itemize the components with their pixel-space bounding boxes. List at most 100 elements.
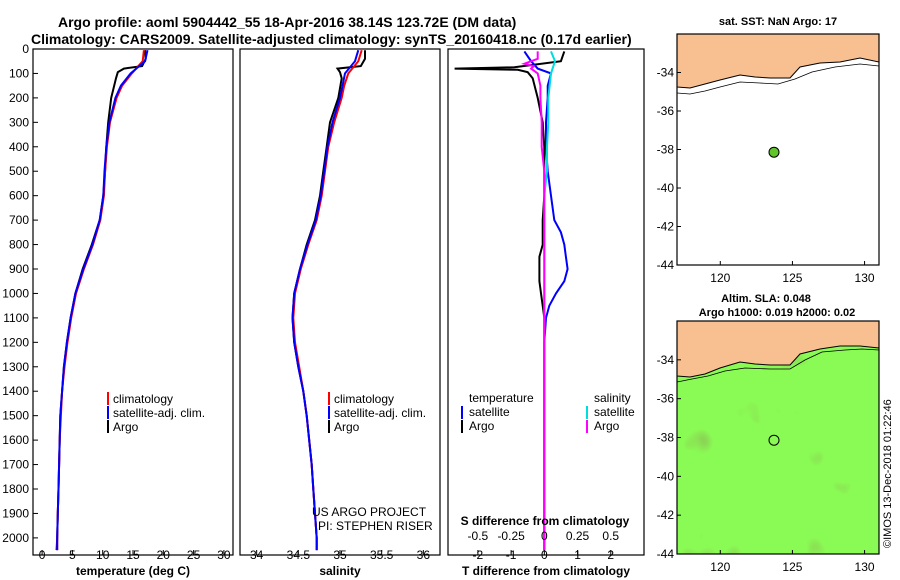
figure-title-line1: Argo profile: aoml 5904442_55 18-Apr-201… xyxy=(58,14,516,30)
x-tick-label: 36 xyxy=(417,548,431,562)
legend-t-argo: Argo xyxy=(469,419,495,433)
map-x-tick-label: 125 xyxy=(782,271,802,285)
y-tick-label: 1300 xyxy=(2,360,29,374)
legend-t-satellite: satellite xyxy=(469,405,510,419)
temperature-legend: climatology satellite-adj. clim. Argo xyxy=(107,392,205,434)
map-y-tick-label: -40 xyxy=(657,181,675,195)
x-tick-label: 10 xyxy=(96,548,110,562)
y-tick-label: 400 xyxy=(9,140,29,154)
x-tick-label: 35 xyxy=(333,548,347,562)
salinity-xlabel: salinity xyxy=(319,564,361,578)
x-tick-label: 34 xyxy=(250,548,264,562)
legend-s-argo: Argo xyxy=(594,419,620,433)
s-difference-label: S difference from climatology xyxy=(461,514,630,528)
salinity-panel: 34 34.5 35 35.5 36 salinity climatology sate… xyxy=(239,48,441,578)
y-tick-label: 1500 xyxy=(2,409,29,423)
series-climatology xyxy=(292,49,363,551)
altimetry-map-float-marker xyxy=(768,434,780,446)
y-tick-label: 1400 xyxy=(2,384,29,398)
s-tick-label: -0.5 xyxy=(468,529,489,543)
difference-panel: -2 -1 0 1 2 -0.5 -0.25 0 0.25 0.5 S difference f… xyxy=(447,48,645,578)
altimetry-map-title: Altim. SLA: 0.048 xyxy=(721,293,811,305)
legend-s-satellite: satellite xyxy=(594,405,635,419)
x-tick-label: 0 xyxy=(541,548,548,562)
series-t-satellite xyxy=(523,50,569,551)
map-y-tick-label: -44 xyxy=(657,258,675,272)
s-tick-label: 0 xyxy=(541,529,548,543)
x-tick-label: -2 xyxy=(473,548,484,562)
series-argo xyxy=(55,50,147,551)
y-tick-label: 900 xyxy=(9,262,29,276)
x-tick-label: 35.5 xyxy=(370,548,394,562)
temperature-xlabel: temperature (deg C) xyxy=(76,564,190,578)
x-tick-label: 2 xyxy=(607,548,614,562)
sst-map: sat. SST: NaN Argo: 17 120 125 130 -34 -36 -3… xyxy=(657,16,880,285)
x-tick-label: 15 xyxy=(126,548,140,562)
y-tick-label: 1000 xyxy=(2,286,29,300)
s-tick-label: -0.25 xyxy=(497,529,525,543)
y-tick-label: 700 xyxy=(9,213,29,227)
map-y-tick-label: -44 xyxy=(657,547,675,561)
t-difference-xlabel: T difference from climatology xyxy=(462,564,630,578)
map-y-tick-label: -42 xyxy=(657,220,675,234)
legend-salinity-title: salinity xyxy=(594,391,631,405)
legend-argo: Argo xyxy=(334,420,360,434)
altimetry-map: Altim. SLA: 0.048 Argo h1000: 0.019 h200… xyxy=(657,293,880,574)
legend-satellite: satellite-adj. clim. xyxy=(113,406,205,420)
x-tick-label: -1 xyxy=(506,548,517,562)
y-tick-label: 2000 xyxy=(2,531,29,545)
x-tick-label: 0 xyxy=(39,548,46,562)
legend-climatology: climatology xyxy=(334,392,394,406)
legend-argo: Argo xyxy=(113,420,139,434)
imos-watermark: ©IMOS 13-Dec-2018 01:22:46 xyxy=(882,399,894,548)
s-tick-label: 0.25 xyxy=(566,529,590,543)
map-y-tick-label: -34 xyxy=(657,66,675,80)
legend-satellite: satellite-adj. clim. xyxy=(334,406,426,420)
map-y-tick-label: -36 xyxy=(657,104,675,118)
y-tick-label: 500 xyxy=(9,164,29,178)
map-x-tick-label: 130 xyxy=(855,560,875,574)
difference-axes-frame xyxy=(447,48,645,556)
map-y-tick-label: -38 xyxy=(657,143,675,157)
x-tick-label: 34.5 xyxy=(287,548,311,562)
y-tick-label: 0 xyxy=(22,42,29,56)
y-tick-label: 800 xyxy=(9,238,29,252)
x-tick-label: 20 xyxy=(157,548,171,562)
series-s-argo xyxy=(521,51,546,551)
sst-map-title: sat. SST: NaN Argo: 17 xyxy=(719,16,837,28)
temperature-panel: 0100200300400500600700800900100011001200… xyxy=(2,42,234,578)
legend-climatology: climatology xyxy=(113,392,173,406)
y-tick-label: 1700 xyxy=(2,458,29,472)
y-tick-label: 1200 xyxy=(2,335,29,349)
sst-map-contour xyxy=(677,63,879,95)
x-tick-label: 25 xyxy=(187,548,201,562)
y-tick-label: 1600 xyxy=(2,433,29,447)
map-y-tick-label: -34 xyxy=(657,353,675,367)
map-y-tick-label: -38 xyxy=(657,431,675,445)
map-x-tick-label: 120 xyxy=(710,271,730,285)
altimetry-map-contour xyxy=(677,348,879,383)
y-tick-label: 1100 xyxy=(3,311,29,325)
y-tick-label: 1900 xyxy=(2,506,29,520)
series-argo xyxy=(291,50,366,551)
map-x-tick-label: 125 xyxy=(782,560,802,574)
altimetry-map-subtitle: Argo h1000: 0.019 h2000: 0.02 xyxy=(699,307,856,319)
pi-annotation: PI: STEPHEN RISER xyxy=(318,519,433,533)
project-annotation: US ARGO PROJECT xyxy=(312,505,427,519)
series-satellite-adj-clim xyxy=(56,49,149,551)
figure-title-line2: Climatology: CARS2009. Satellite-adjuste… xyxy=(31,31,632,47)
x-tick-label: 1 xyxy=(574,548,581,562)
s-tick-label: 0.5 xyxy=(602,529,619,543)
x-tick-label: 30 xyxy=(217,548,231,562)
y-tick-label: 600 xyxy=(9,189,29,203)
sst-map-land xyxy=(677,34,879,89)
map-y-tick-label: -36 xyxy=(657,392,675,406)
x-tick-label: 5 xyxy=(69,548,76,562)
map-y-tick-label: -40 xyxy=(657,469,675,483)
altimetry-map-land xyxy=(677,321,879,378)
series-climatology xyxy=(56,50,145,551)
difference-legend: temperature satellite Argo salinity sate… xyxy=(461,391,635,433)
legend-temperature-title: temperature xyxy=(469,391,534,405)
temperature-axes-frame xyxy=(32,48,234,556)
